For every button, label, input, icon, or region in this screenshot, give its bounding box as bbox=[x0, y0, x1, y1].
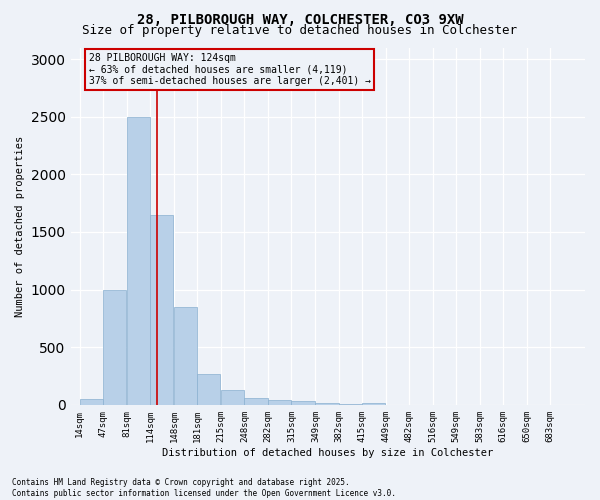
Bar bbox=[292, 402, 314, 405]
Bar bbox=[197, 374, 220, 405]
Bar bbox=[174, 307, 197, 405]
Bar bbox=[268, 400, 292, 405]
Text: Contains HM Land Registry data © Crown copyright and database right 2025.
Contai: Contains HM Land Registry data © Crown c… bbox=[12, 478, 396, 498]
Bar bbox=[338, 404, 362, 405]
Bar bbox=[244, 398, 268, 405]
Text: 28 PILBOROUGH WAY: 124sqm
← 63% of detached houses are smaller (4,119)
37% of se: 28 PILBOROUGH WAY: 124sqm ← 63% of detac… bbox=[89, 53, 371, 86]
Bar bbox=[103, 290, 126, 405]
Text: Size of property relative to detached houses in Colchester: Size of property relative to detached ho… bbox=[83, 24, 517, 37]
Bar bbox=[221, 390, 244, 405]
Bar bbox=[362, 403, 385, 405]
Text: 28, PILBOROUGH WAY, COLCHESTER, CO3 9XW: 28, PILBOROUGH WAY, COLCHESTER, CO3 9XW bbox=[137, 12, 463, 26]
Bar bbox=[150, 214, 173, 405]
Bar bbox=[316, 403, 338, 405]
X-axis label: Distribution of detached houses by size in Colchester: Distribution of detached houses by size … bbox=[162, 448, 493, 458]
Bar bbox=[80, 399, 103, 405]
Y-axis label: Number of detached properties: Number of detached properties bbox=[15, 136, 25, 317]
Bar bbox=[127, 116, 150, 405]
